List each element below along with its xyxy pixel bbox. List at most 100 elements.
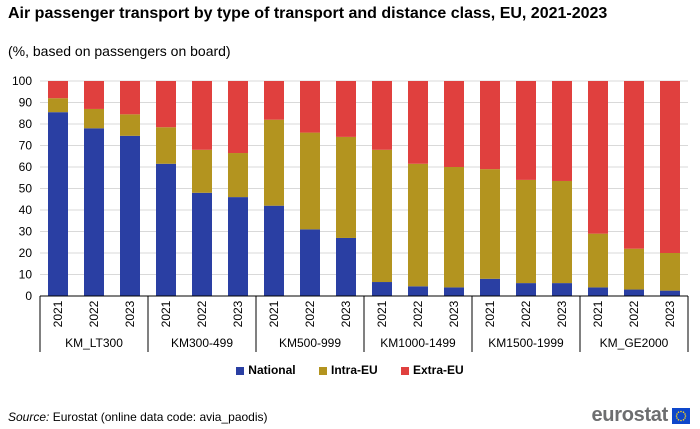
x-year-label: 2022 (627, 300, 641, 327)
legend-item-extra-eu[interactable]: Extra-EU (401, 363, 464, 377)
y-tick-label: 20 (19, 246, 33, 260)
legend-swatch-national (236, 366, 245, 375)
x-year-label: 2022 (87, 300, 101, 327)
legend-label-intra-eu: Intra-EU (330, 363, 378, 377)
x-year-label: 2021 (267, 300, 281, 327)
x-year-label: 2023 (663, 300, 677, 327)
bar-extra-eu (408, 81, 428, 164)
bar-national (660, 290, 680, 296)
bar-intra-eu (408, 163, 428, 287)
bar-extra-eu (48, 81, 68, 99)
bar-national (192, 192, 212, 296)
bar-extra-eu (552, 81, 572, 181)
bar-national (552, 283, 572, 296)
x-year-label: 2023 (123, 300, 137, 327)
bar-national (300, 229, 320, 296)
y-axis-ticks: 0 10 20 30 40 50 60 70 80 90 100 (12, 74, 32, 303)
x-year-label: 2021 (159, 300, 173, 327)
x-year-label: 2021 (51, 300, 65, 327)
logo-text: eurostat (591, 404, 668, 426)
bar-extra-eu (372, 81, 392, 150)
bar-intra-eu (444, 167, 464, 288)
y-tick-label: 80 (19, 117, 33, 131)
chart-subtitle: (%, based on passengers on board) (8, 43, 231, 59)
legend-item-national[interactable]: National (236, 363, 296, 377)
bar-intra-eu (228, 153, 248, 198)
y-tick-label: 90 (19, 96, 33, 110)
eu-flag-icon (672, 407, 690, 424)
x-year-label: 2023 (339, 300, 353, 327)
bar-intra-eu (156, 127, 176, 164)
bar-intra-eu (660, 253, 680, 291)
x-year-label: 2022 (303, 300, 317, 327)
bar-intra-eu (84, 108, 104, 129)
bar-intra-eu (480, 169, 500, 279)
legend-swatch-extra-eu (401, 366, 409, 375)
x-year-label: 2021 (591, 300, 605, 327)
x-year-label: 2022 (519, 300, 533, 327)
legend-label-national: National (248, 363, 296, 377)
bar-national (588, 287, 608, 296)
legend: National Intra-EU Extra-EU (0, 363, 700, 377)
bar-extra-eu (444, 81, 464, 167)
bar-national (516, 283, 536, 296)
bar-national (48, 112, 68, 296)
bar-extra-eu (516, 81, 536, 180)
x-group-label: KM500-999 (279, 336, 341, 350)
x-axis: 2021 2022 2023 2021 2022 2023 2021 2022 2023 2021… (39, 295, 689, 352)
bar-intra-eu (552, 180, 572, 284)
bar-intra-eu (624, 248, 644, 290)
y-tick-label: 50 (19, 182, 33, 196)
bar-intra-eu (264, 119, 284, 206)
legend-label-extra-eu: Extra-EU (413, 363, 464, 377)
bar-intra-eu (516, 179, 536, 284)
bar-intra-eu (192, 149, 212, 193)
bar-national (408, 286, 428, 296)
bar-intra-eu (588, 233, 608, 288)
bar-extra-eu (660, 81, 680, 253)
bar-extra-eu (480, 81, 500, 170)
y-tick-label: 30 (19, 225, 33, 239)
chart-title: Air passenger transport by type of trans… (8, 5, 608, 22)
source-label: Source: (8, 410, 50, 424)
eurostat-logo: eurostat (591, 404, 690, 427)
y-tick-label: 100 (12, 74, 32, 88)
source-note: Source: Eurostat (online data code: avia… (8, 410, 268, 424)
bar-intra-eu (372, 149, 392, 283)
bar-intra-eu (300, 132, 320, 230)
bar-extra-eu (264, 81, 284, 120)
bar-extra-eu (624, 81, 644, 249)
bar-extra-eu (84, 81, 104, 109)
legend-item-intra-eu[interactable]: Intra-EU (318, 363, 378, 377)
y-tick-label: 70 (19, 139, 33, 153)
y-tick-label: 60 (19, 160, 33, 174)
y-tick-label: 40 (19, 203, 33, 217)
y-tick-label: 0 (25, 289, 32, 303)
bar-national (264, 205, 284, 296)
bar-national (372, 282, 392, 296)
legend-swatch-intra-eu (318, 366, 327, 375)
bar-national (336, 237, 356, 296)
bar-national (480, 278, 500, 296)
x-year-label: 2023 (555, 300, 569, 327)
bar-intra-eu (120, 114, 140, 136)
bar-extra-eu (336, 81, 356, 137)
x-group-label: KM_LT300 (65, 336, 123, 350)
bar-national (444, 287, 464, 296)
x-year-label: 2021 (375, 300, 389, 327)
bar-extra-eu (588, 81, 608, 234)
bar-intra-eu (48, 98, 68, 113)
bar-extra-eu (300, 81, 320, 133)
x-year-label: 2022 (195, 300, 209, 327)
bar-national (84, 128, 104, 296)
bar-national (156, 163, 176, 296)
x-year-label: 2023 (447, 300, 461, 327)
x-group-label: KM1000-1499 (380, 336, 456, 350)
bar-extra-eu (120, 81, 140, 115)
x-group-label: KM1500-1999 (488, 336, 564, 350)
x-year-label: 2023 (231, 300, 245, 327)
x-group-label: KM300-499 (171, 336, 233, 350)
bar-national (624, 289, 644, 296)
x-group-label: KM_GE2000 (600, 336, 669, 350)
